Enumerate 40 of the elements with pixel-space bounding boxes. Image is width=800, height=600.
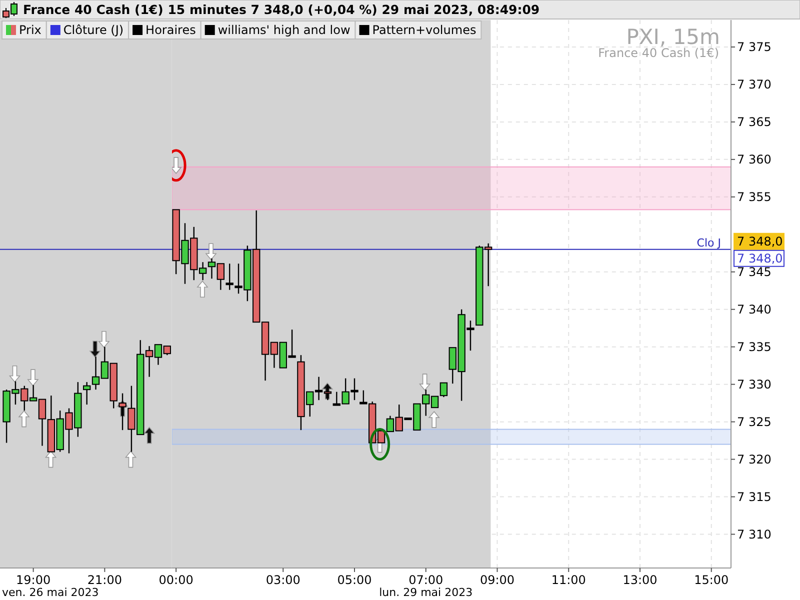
candlestick bbox=[440, 382, 448, 398]
y-tick-label: 7 335 bbox=[737, 340, 772, 354]
y-tick-label: 7 370 bbox=[737, 78, 772, 92]
y-tick-label: 7 375 bbox=[737, 40, 772, 54]
candlestick bbox=[118, 392, 126, 431]
candlestick bbox=[82, 381, 91, 406]
x-tick-label: 13:00 bbox=[622, 573, 658, 587]
y-tick-label: 7 330 bbox=[737, 378, 772, 392]
x-tick-label: 15:00 bbox=[694, 573, 729, 587]
text: 7 348,0 bbox=[737, 252, 783, 266]
y-tick-label: 7 360 bbox=[737, 152, 772, 167]
y-tick-label: 7 320 bbox=[737, 452, 772, 466]
x-tick-label: 00:00 bbox=[158, 573, 194, 587]
y-tick-label: 7 325 bbox=[737, 415, 772, 430]
text: ven. 26 mai 2023 bbox=[2, 586, 99, 599]
text: France 40 Cash (1€) 15 minutes 7 348,0 (+0,04 %) 29 mai 2023, 08:49:09 bbox=[23, 2, 540, 17]
text: lun. 29 mai 2023 bbox=[379, 586, 473, 599]
text: 7 348,0 bbox=[737, 234, 783, 249]
annotation: Prix bbox=[19, 23, 42, 37]
x-tick-label: 11:00 bbox=[551, 573, 586, 587]
annotation: Pattern+volumes bbox=[372, 23, 476, 37]
x-tick-label: 03:00 bbox=[266, 573, 300, 587]
x-tick-label: 05:00 bbox=[337, 573, 372, 587]
candlestick bbox=[226, 263, 234, 290]
y-tick-label: 7 340 bbox=[737, 302, 772, 317]
annotation: williams' high and low bbox=[218, 23, 350, 37]
y-tick-label: 7 310 bbox=[737, 527, 772, 542]
x-tick-label: 21:00 bbox=[87, 573, 122, 587]
y-tick-label: 7 345 bbox=[737, 265, 772, 280]
ref-line-label: Clo J bbox=[696, 236, 721, 250]
y-tick-label: 7 365 bbox=[737, 115, 772, 130]
x-tick-label: 19:00 bbox=[16, 573, 51, 587]
annotation: PXI, 15m bbox=[626, 25, 720, 49]
y-tick-label: 7 355 bbox=[737, 190, 772, 204]
x-tick-label: 07:00 bbox=[408, 573, 444, 587]
x-tick-label: 09:00 bbox=[480, 573, 515, 587]
annotation: Horaires bbox=[146, 23, 196, 37]
annotation: Clôture (J) bbox=[63, 23, 124, 37]
annotation: France 40 Cash (1€) bbox=[598, 46, 719, 60]
y-tick-label: 7 315 bbox=[737, 490, 772, 504]
